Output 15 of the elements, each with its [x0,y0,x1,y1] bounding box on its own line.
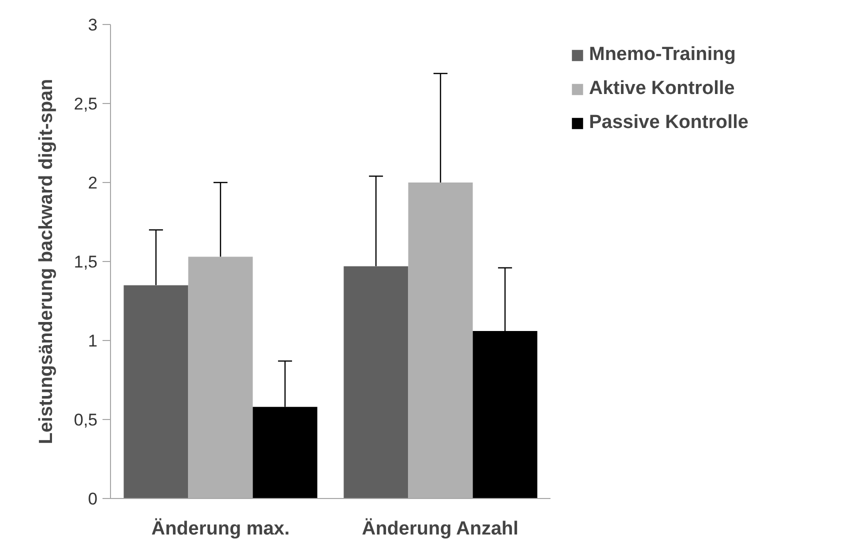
x-tick-label: Änderung max. [151,518,290,540]
y-tick-label: 2 [88,174,98,192]
y-tick-label: 2,5 [74,94,98,114]
y-axis-title: Leistungsänderung backward digit-span [36,78,57,444]
y-tick-label: 0 [88,490,98,508]
legend-label: Mnemo-Training [589,44,736,66]
bar [124,285,188,498]
y-tick-label: 1 [88,332,98,350]
y-tick-label: 1,5 [74,252,98,272]
legend-label: Passive Kontrolle [589,112,748,134]
legend-label: Aktive Kontrolle [589,78,735,100]
y-tick-label: 3 [88,16,98,34]
x-tick-label: Änderung Anzahl [362,518,518,540]
y-tick-label: 0,5 [74,410,98,430]
bar [344,266,408,498]
